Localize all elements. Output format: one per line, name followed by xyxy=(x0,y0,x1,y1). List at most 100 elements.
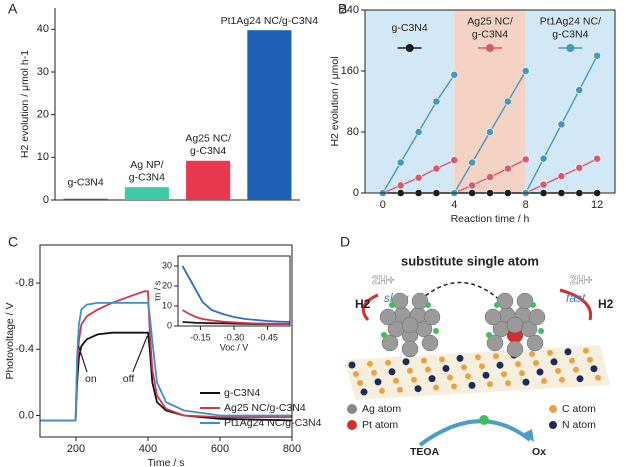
legend-label: Pt1Ag24 NC/g-C3N4 xyxy=(540,15,601,40)
legend-label: Ag atom xyxy=(362,403,401,415)
lattice-atom xyxy=(576,375,584,383)
panel-label: A xyxy=(8,1,18,17)
bar xyxy=(186,160,231,200)
lattice-atom xyxy=(421,357,427,364)
lattice-atom xyxy=(536,368,544,376)
lattice-atom xyxy=(385,359,391,366)
bar-label: Ag NP/g-C3N4 xyxy=(129,159,165,184)
x-tick-label: 4 xyxy=(451,199,457,211)
lattice-atom xyxy=(407,367,413,374)
point xyxy=(432,97,441,106)
point xyxy=(450,156,459,165)
point xyxy=(468,181,477,190)
y-tick-label: 10 xyxy=(162,300,172,310)
lattice-atom xyxy=(501,371,507,378)
point xyxy=(521,155,530,164)
point xyxy=(557,172,566,181)
product: H2 xyxy=(598,297,614,311)
ligand xyxy=(486,332,492,338)
series-line xyxy=(182,309,291,325)
cluster-atom xyxy=(528,308,546,326)
lattice-atom xyxy=(522,378,530,386)
cluster-atom xyxy=(506,340,524,358)
lattice-atom xyxy=(456,354,464,362)
lattice-atom xyxy=(587,356,593,363)
ligand xyxy=(494,302,500,308)
x-tick-label: -0.15 xyxy=(190,332,211,342)
x-tick-label: 600 xyxy=(211,443,229,455)
substrate xyxy=(345,345,610,400)
y-axis-label: H2 evolution / μmol xyxy=(329,56,341,146)
cluster-atom xyxy=(486,334,504,352)
radical xyxy=(479,415,489,425)
x-tick-label: -0.30 xyxy=(224,332,245,342)
lattice-atom xyxy=(533,360,539,366)
cluster-atom xyxy=(421,334,439,352)
lattice-atom xyxy=(595,374,601,381)
legend-label: g-C3N4 xyxy=(392,22,428,34)
lattice-atom xyxy=(559,376,565,383)
frame xyxy=(39,244,293,438)
oxidized: Ox xyxy=(532,446,546,458)
reactant: 2H+ xyxy=(372,273,394,287)
point xyxy=(521,67,530,75)
lattice-atom xyxy=(393,377,399,384)
region xyxy=(525,10,615,193)
annotation: on xyxy=(85,373,97,385)
x-tick-label: 800 xyxy=(283,443,301,455)
point xyxy=(468,158,477,167)
annotation-arrow xyxy=(77,345,88,373)
point xyxy=(539,154,548,163)
lattice-atom xyxy=(367,360,373,367)
panel-a: A 0 10 20 30 40 H2 evolution / μmol h-1 g-C3N4 A… xyxy=(8,1,318,206)
point xyxy=(396,181,405,190)
x-tick-label: 400 xyxy=(139,443,157,455)
legend-swatch xyxy=(566,44,575,52)
point xyxy=(503,164,512,173)
legend-label: Ag25 NC/g-C3N4 xyxy=(224,402,306,414)
lattice-atom xyxy=(573,366,579,373)
lattice-atom xyxy=(564,348,572,356)
ligand xyxy=(425,302,431,308)
y-tick-label: 40 xyxy=(37,23,49,35)
lattice-atom xyxy=(447,374,453,381)
y-tick-label: 0 xyxy=(353,187,359,199)
lattice-atom xyxy=(348,361,356,369)
lattice-atom xyxy=(451,383,457,390)
point xyxy=(396,158,405,167)
lattice-atom xyxy=(465,373,471,380)
y-tick-label: 160 xyxy=(341,65,359,77)
point xyxy=(575,163,584,172)
y-tick-label: 30 xyxy=(162,260,172,270)
ligand xyxy=(389,302,395,308)
y-tick-label: 30 xyxy=(37,66,49,78)
x-tick-label: 0 xyxy=(380,199,386,211)
annotation: off xyxy=(123,373,135,385)
lattice-atom xyxy=(550,358,558,366)
y-tick-label: 0 xyxy=(43,194,49,206)
y-tick-label: 10 xyxy=(37,151,49,163)
lattice-atom xyxy=(353,371,359,377)
lattice-atom xyxy=(519,370,525,377)
ligand xyxy=(433,328,439,334)
lattice-atom xyxy=(515,361,521,368)
x-axis-label: Time / s xyxy=(148,457,185,467)
substitute-arrow xyxy=(414,281,506,306)
lattice-atom xyxy=(461,364,467,371)
lattice-atom xyxy=(583,347,589,354)
legend-label: N atom xyxy=(562,419,596,431)
panel-label: B xyxy=(338,1,347,17)
x-tick-label: 8 xyxy=(523,199,529,211)
frame xyxy=(177,255,291,327)
c-swatch xyxy=(549,405,557,413)
lattice-atom xyxy=(411,376,417,383)
lattice-atom xyxy=(442,365,450,372)
series-line xyxy=(40,302,292,422)
cluster-atom xyxy=(401,340,419,358)
panel-b: B 0 80 160 240 0 4 8 12 Reaction time / h H2 evolu… xyxy=(329,1,616,225)
bar xyxy=(247,30,292,201)
fast-arrow xyxy=(559,288,593,321)
cluster-atom xyxy=(401,316,419,334)
product: H2 xyxy=(355,297,371,311)
